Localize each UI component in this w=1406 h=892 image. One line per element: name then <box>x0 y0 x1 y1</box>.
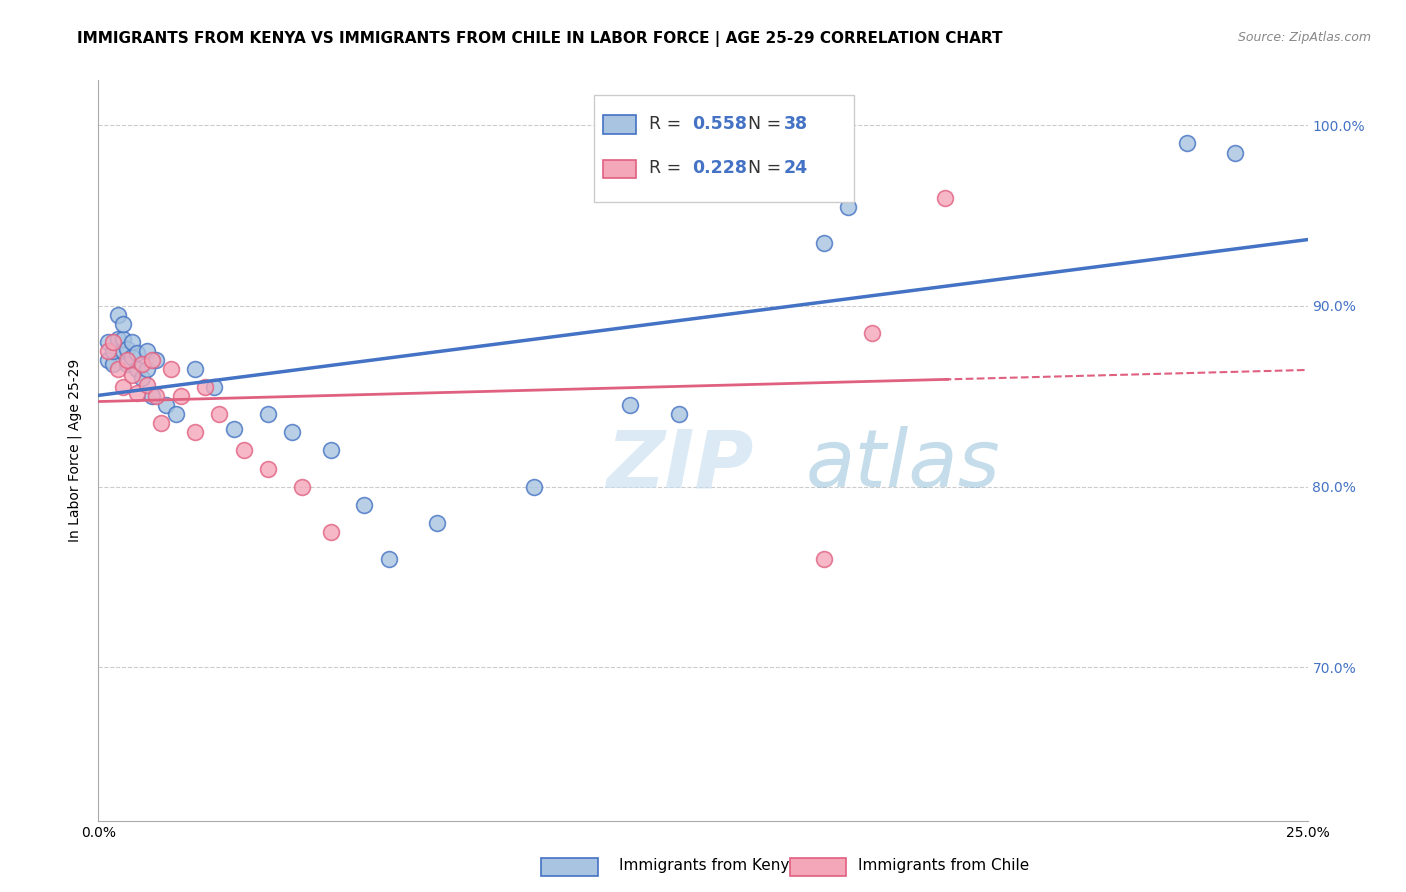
Point <box>860 326 883 340</box>
Point <box>127 346 149 360</box>
Point <box>1223 145 1246 160</box>
Y-axis label: In Labor Force | Age 25-29: In Labor Force | Age 25-29 <box>67 359 83 542</box>
Point <box>121 368 143 382</box>
Point <box>127 362 149 376</box>
Text: 38: 38 <box>785 115 808 133</box>
Text: ZIP: ZIP <box>606 426 754 504</box>
Point <box>135 378 157 392</box>
Point <box>150 417 173 431</box>
Point <box>117 353 139 368</box>
Point <box>281 425 304 440</box>
Point <box>377 551 399 566</box>
Point <box>165 408 187 422</box>
Text: R =: R = <box>648 160 686 178</box>
Point <box>222 422 245 436</box>
Point <box>97 335 120 350</box>
Point <box>131 357 153 371</box>
Point <box>256 408 278 422</box>
Point <box>145 353 167 368</box>
Text: R =: R = <box>648 115 686 133</box>
Point <box>101 344 124 359</box>
Point <box>204 380 226 394</box>
Point <box>101 357 124 371</box>
Text: IMMIGRANTS FROM KENYA VS IMMIGRANTS FROM CHILE IN LABOR FORCE | AGE 25-29 CORREL: IMMIGRANTS FROM KENYA VS IMMIGRANTS FROM… <box>77 31 1002 47</box>
Point <box>319 524 342 539</box>
Point <box>97 344 120 359</box>
Point <box>111 331 134 345</box>
Point <box>135 362 157 376</box>
Point <box>813 551 835 566</box>
FancyBboxPatch shape <box>603 115 637 134</box>
Point <box>121 350 143 364</box>
Point <box>117 343 139 357</box>
Text: N =: N = <box>748 160 786 178</box>
Point <box>141 389 163 403</box>
Point <box>117 357 139 371</box>
Text: 24: 24 <box>785 160 808 178</box>
Text: Source: ZipAtlas.com: Source: ZipAtlas.com <box>1237 31 1371 45</box>
Point <box>837 200 859 214</box>
Point <box>101 335 124 350</box>
Point <box>111 317 134 331</box>
Point <box>135 344 157 359</box>
FancyBboxPatch shape <box>603 160 637 178</box>
Point <box>1175 136 1198 151</box>
Point <box>184 425 207 440</box>
Point <box>426 516 449 530</box>
Point <box>668 408 690 422</box>
Point <box>934 191 956 205</box>
Point <box>97 353 120 368</box>
Point <box>813 235 835 250</box>
Point <box>127 385 149 400</box>
Point <box>160 362 183 376</box>
Point <box>111 380 134 394</box>
FancyBboxPatch shape <box>595 95 855 202</box>
Text: 0.558: 0.558 <box>692 115 747 133</box>
Point <box>208 408 231 422</box>
Point <box>107 308 129 322</box>
Text: Immigrants from Kenya: Immigrants from Kenya <box>619 858 799 872</box>
Point <box>111 344 134 359</box>
Point <box>290 479 312 493</box>
Point <box>184 362 207 376</box>
Text: N =: N = <box>748 115 786 133</box>
Point <box>619 398 641 412</box>
Point <box>141 353 163 368</box>
Point <box>194 380 217 394</box>
Point <box>353 498 375 512</box>
Point <box>232 443 254 458</box>
Point <box>256 461 278 475</box>
Point <box>145 389 167 403</box>
Point <box>169 389 191 403</box>
Text: 0.228: 0.228 <box>692 160 747 178</box>
Point <box>107 331 129 345</box>
Point <box>121 335 143 350</box>
Text: Immigrants from Chile: Immigrants from Chile <box>858 858 1029 872</box>
Point <box>155 398 177 412</box>
Point <box>131 371 153 385</box>
Point <box>523 479 546 493</box>
Point <box>319 443 342 458</box>
Text: atlas: atlas <box>806 426 1001 504</box>
Point <box>107 362 129 376</box>
